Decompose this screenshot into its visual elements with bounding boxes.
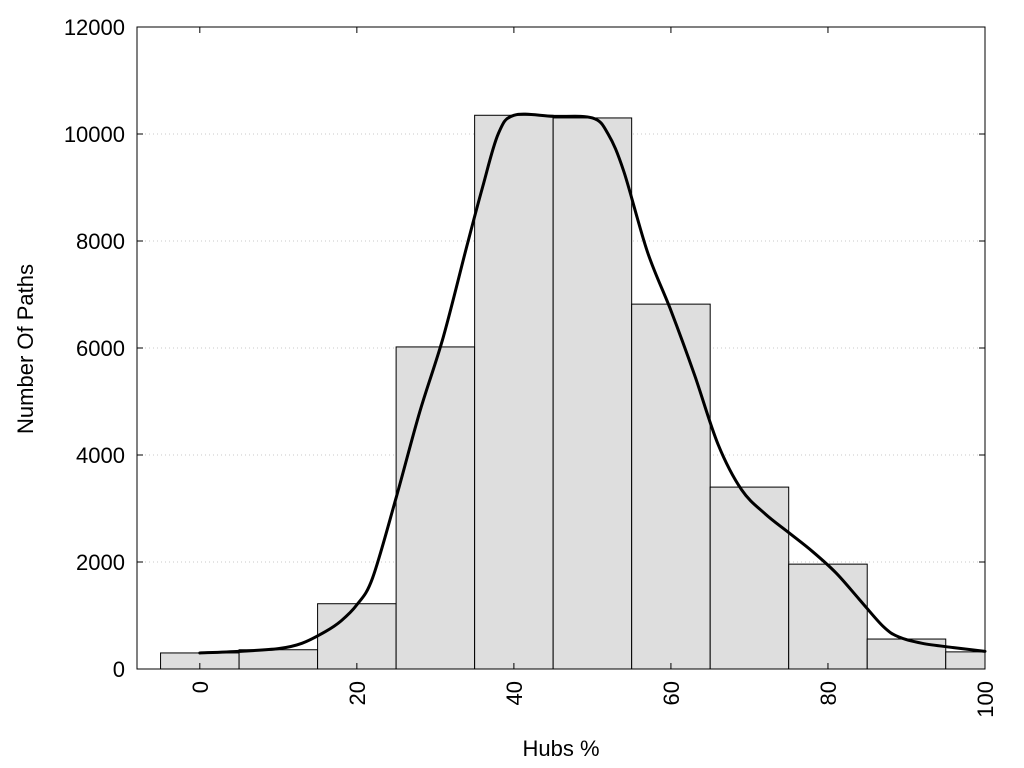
y-tick-label-6000: 6000 bbox=[76, 336, 125, 361]
y-tick-label-0: 0 bbox=[113, 657, 125, 682]
bar-70 bbox=[709, 486, 790, 670]
y-tick-label-12000: 12000 bbox=[64, 15, 125, 40]
x-tick-label-0: 0 bbox=[188, 681, 213, 693]
bar-100 bbox=[945, 651, 986, 670]
y-tick-label-4000: 4000 bbox=[76, 443, 125, 468]
x-tick-label-100: 100 bbox=[973, 681, 998, 718]
x-axis-ticks: 0 20 40 60 80 100 bbox=[188, 27, 998, 718]
y-tick-label-8000: 8000 bbox=[76, 229, 125, 254]
bar-40 bbox=[474, 114, 554, 670]
bar-10 bbox=[238, 649, 319, 670]
bar-60 bbox=[631, 303, 711, 670]
histogram-bars bbox=[160, 114, 986, 670]
y-axis-ticks: 0 2000 4000 6000 8000 10000 12000 bbox=[64, 15, 985, 682]
bar-50 bbox=[552, 117, 633, 670]
bar-90 bbox=[866, 638, 947, 670]
y-tick-label-2000: 2000 bbox=[76, 550, 125, 575]
x-tick-label-60: 60 bbox=[659, 681, 684, 705]
fit-curve bbox=[198, 112, 987, 655]
bar-80 bbox=[788, 563, 868, 670]
y-tick-label-10000: 10000 bbox=[64, 122, 125, 147]
x-tick-label-40: 40 bbox=[502, 681, 527, 705]
x-axis-title: Hubs % bbox=[522, 736, 599, 761]
x-tick-label-80: 80 bbox=[816, 681, 841, 705]
y-axis-title: Number Of Paths bbox=[13, 264, 38, 434]
bar-20 bbox=[317, 603, 397, 670]
bar-30 bbox=[395, 346, 476, 670]
x-tick-label-20: 20 bbox=[345, 681, 370, 705]
